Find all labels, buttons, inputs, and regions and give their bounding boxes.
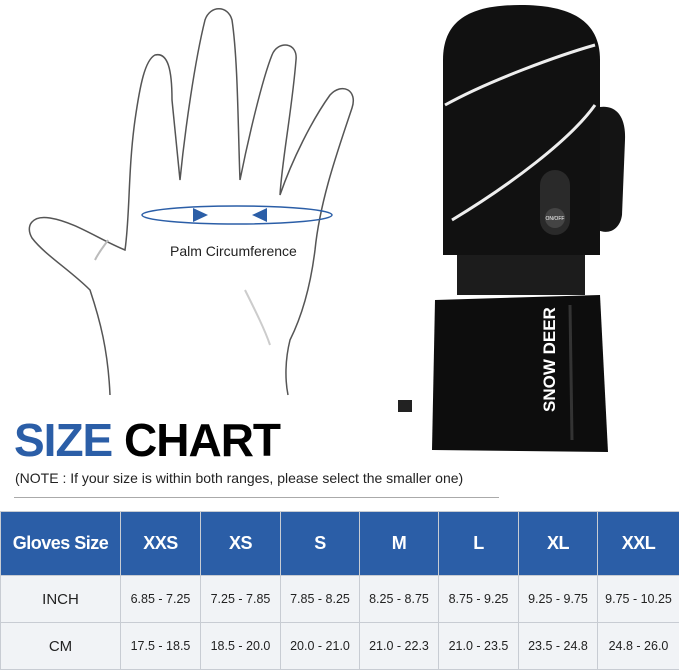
page-title: SIZE CHART — [14, 412, 280, 468]
header-cell: XXL — [598, 512, 679, 576]
divider — [14, 497, 499, 498]
row-label: CM — [1, 623, 121, 670]
table-cell: 17.5 - 18.5 — [121, 623, 201, 670]
table-cell: 21.0 - 23.5 — [439, 623, 519, 670]
table-cell: 24.8 - 26.0 — [598, 623, 679, 670]
header-cell: L — [439, 512, 519, 576]
circumference-ellipse — [142, 206, 332, 224]
table-row: CM 17.5 - 18.5 18.5 - 20.0 20.0 - 21.0 2… — [1, 623, 679, 670]
header-cell: XS — [201, 512, 281, 576]
arrow-left-icon — [252, 208, 267, 222]
header-cell: M — [360, 512, 439, 576]
title-size: SIZE — [14, 414, 112, 466]
title-chart: CHART — [124, 414, 280, 466]
header-cell: Gloves Size — [1, 512, 121, 576]
table-cell: 9.25 - 9.75 — [519, 576, 598, 623]
table-cell: 7.25 - 7.85 — [201, 576, 281, 623]
header-cell: XL — [519, 512, 598, 576]
arrow-right-icon — [193, 208, 208, 222]
table-row: INCH 6.85 - 7.25 7.25 - 7.85 7.85 - 8.25… — [1, 576, 679, 623]
table-cell: 23.5 - 24.8 — [519, 623, 598, 670]
mitten-product-image: ON/OFF SNOW DEER — [395, 0, 635, 460]
brand-logo-text: SNOW DEER — [540, 307, 559, 412]
table-cell: 8.25 - 8.75 — [360, 576, 439, 623]
table-cell: 18.5 - 20.0 — [201, 623, 281, 670]
table-cell: 6.85 - 7.25 — [121, 576, 201, 623]
row-label: INCH — [1, 576, 121, 623]
hand-illustration — [0, 0, 400, 400]
size-note: (NOTE : If your size is within both rang… — [15, 470, 463, 486]
size-table: Gloves Size XXS XS S M L XL XXL INCH 6.8… — [0, 511, 679, 670]
power-button-label: ON/OFF — [546, 216, 565, 222]
header-cell: S — [281, 512, 360, 576]
table-cell: 8.75 - 9.25 — [439, 576, 519, 623]
table-header-row: Gloves Size XXS XS S M L XL XXL — [1, 512, 679, 576]
table-cell: 9.75 - 10.25 — [598, 576, 679, 623]
palm-circumference-label: Palm Circumference — [170, 243, 297, 259]
table-cell: 20.0 - 21.0 — [281, 623, 360, 670]
header-cell: XXS — [121, 512, 201, 576]
table-cell: 21.0 - 22.3 — [360, 623, 439, 670]
table-cell: 7.85 - 8.25 — [281, 576, 360, 623]
